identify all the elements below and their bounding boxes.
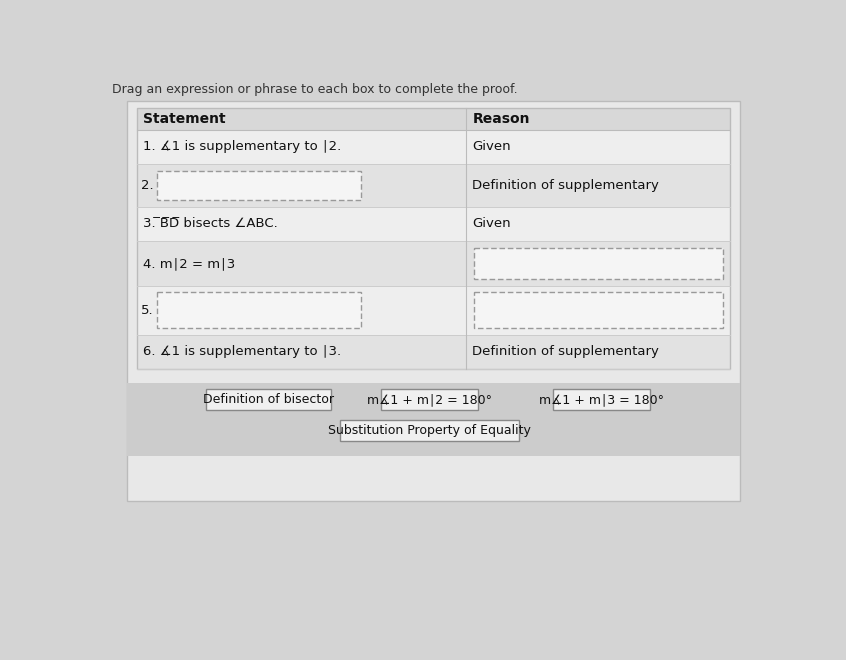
Text: m∡1 + m∣2 = 180°: m∡1 + m∣2 = 180° <box>367 393 492 406</box>
FancyBboxPatch shape <box>157 292 361 328</box>
Bar <box>466 241 730 286</box>
Bar <box>137 241 466 286</box>
Text: Substitution Property of Equality: Substitution Property of Equality <box>328 424 531 437</box>
Bar <box>128 101 739 501</box>
FancyBboxPatch shape <box>206 389 332 411</box>
Bar <box>137 108 730 369</box>
Bar <box>137 207 466 241</box>
Text: Statement: Statement <box>143 112 226 126</box>
FancyBboxPatch shape <box>340 420 519 441</box>
FancyBboxPatch shape <box>474 292 722 328</box>
Bar <box>466 335 730 369</box>
Text: Given: Given <box>472 217 511 230</box>
Text: 3. ̅B̅D̅ bisects ∠ABC.: 3. ̅B̅D̅ bisects ∠ABC. <box>143 217 277 230</box>
Bar <box>466 286 730 335</box>
Text: 1. ∡1 is supplementary to ∣2.: 1. ∡1 is supplementary to ∣2. <box>143 141 341 154</box>
Text: 5.: 5. <box>141 304 154 317</box>
Text: 6. ∡1 is supplementary to ∣3.: 6. ∡1 is supplementary to ∣3. <box>143 345 341 358</box>
Text: Drag an expression or phrase to each box to complete the proof.: Drag an expression or phrase to each box… <box>112 83 518 96</box>
FancyBboxPatch shape <box>474 248 722 279</box>
FancyBboxPatch shape <box>382 389 478 411</box>
Bar <box>137 335 466 369</box>
Bar <box>137 130 466 164</box>
Text: Given: Given <box>472 141 511 154</box>
Bar <box>128 383 739 455</box>
Text: 2.: 2. <box>141 179 154 192</box>
Text: 4. m∣2 = m∣3: 4. m∣2 = m∣3 <box>143 257 235 270</box>
Text: Definition of supplementary: Definition of supplementary <box>472 179 659 192</box>
Text: Definition of supplementary: Definition of supplementary <box>472 345 659 358</box>
Bar <box>137 286 466 335</box>
FancyBboxPatch shape <box>553 389 651 411</box>
Bar <box>466 207 730 241</box>
FancyBboxPatch shape <box>157 171 361 200</box>
Bar <box>466 164 730 207</box>
Text: m∡1 + m∣3 = 180°: m∡1 + m∣3 = 180° <box>539 393 664 406</box>
Text: Reason: Reason <box>472 112 530 126</box>
Text: Definition of bisector: Definition of bisector <box>203 393 334 406</box>
Bar <box>466 130 730 164</box>
Bar <box>137 164 466 207</box>
Bar <box>137 108 730 130</box>
